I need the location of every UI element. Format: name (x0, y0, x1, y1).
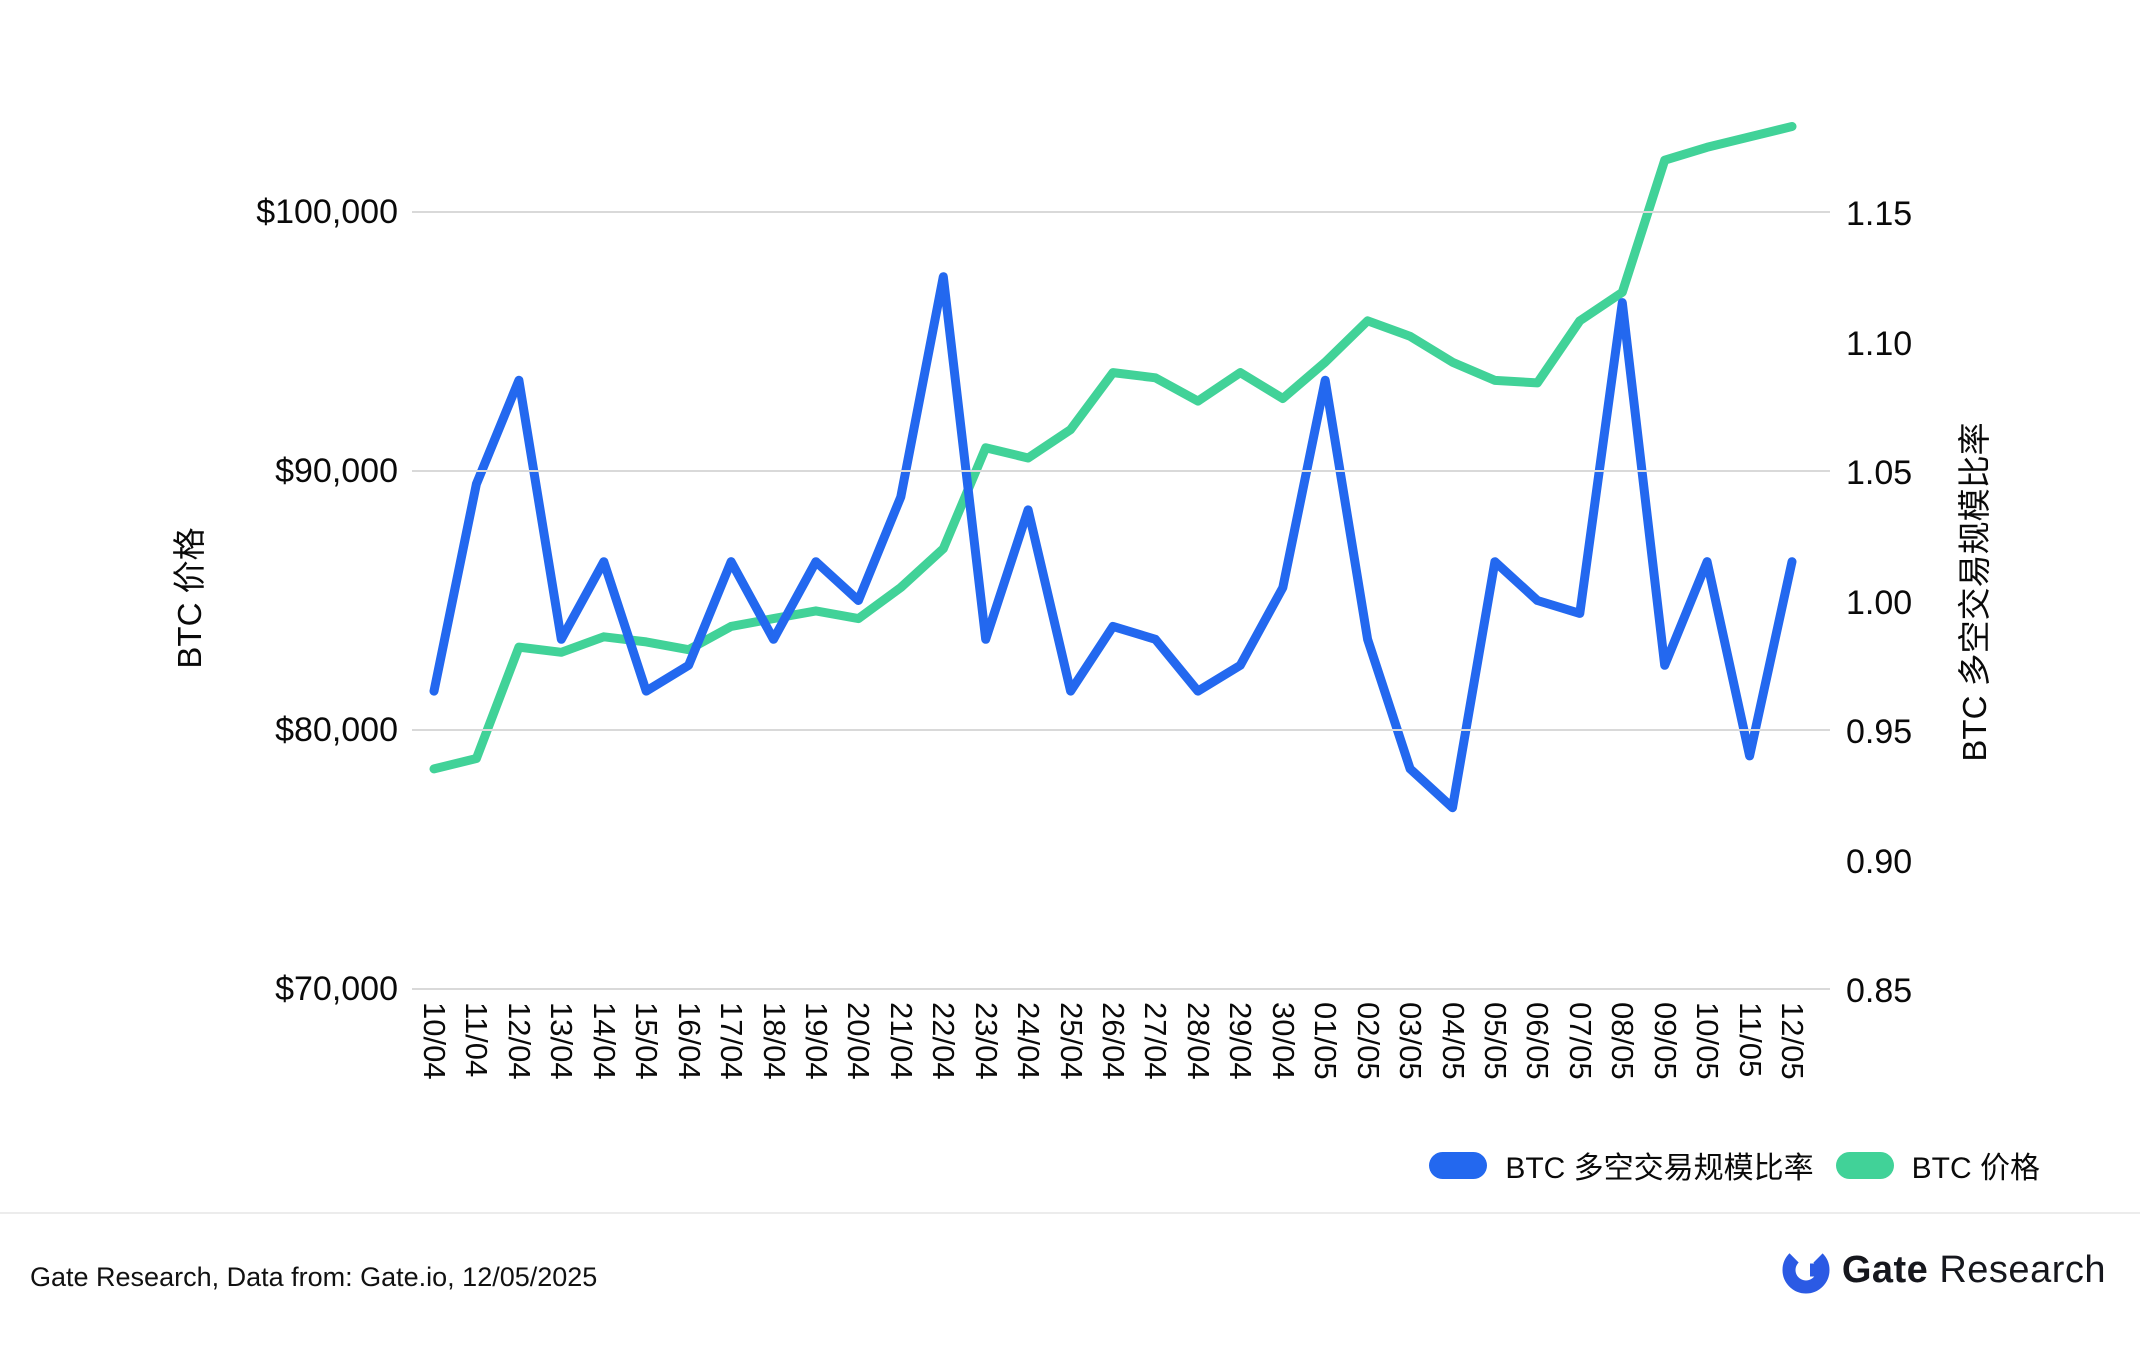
x-axis-tick-label: 28/04 (1180, 1002, 1216, 1080)
right-axis-tick-label: 1.05 (1846, 454, 1913, 492)
legend-item-ratio: BTC 多空交易规模比率 (1429, 1143, 1814, 1187)
ratio-series-label: BTC 多空交易规模比率 (1505, 1152, 1814, 1185)
x-axis-tick-label: 03/05 (1393, 1002, 1429, 1080)
gate-research-wordmark: Gate Research (1842, 1249, 2106, 1292)
right-axis-title: BTC 多空交易规模比率 (1956, 422, 1993, 762)
x-axis-tick-label: 12/05 (1775, 1002, 1810, 1080)
price-series-label: BTC 价格 (1911, 1152, 2040, 1185)
x-axis-tick-label: 23/04 (968, 1002, 1004, 1080)
x-axis-tick-label: 18/04 (756, 1002, 792, 1080)
legend: BTC 多空交易规模比率 BTC 价格 (1429, 1143, 2040, 1187)
x-axis-tick-label: 22/04 (926, 1002, 962, 1080)
price-series-swatch (1835, 1151, 1894, 1179)
right-axis-tick-label: 0.95 (1846, 713, 1913, 751)
footer-divider (0, 1212, 2140, 1214)
x-axis-tick-label: 12/04 (501, 1002, 537, 1080)
x-axis-tick-label: 07/05 (1562, 1002, 1598, 1080)
left-axis-title: BTC 价格 (171, 527, 208, 669)
x-axis-tick-label: 10/04 (417, 1002, 452, 1080)
x-axis-tick-label: 10/05 (1690, 1002, 1726, 1080)
x-axis-tick-label: 04/05 (1435, 1002, 1471, 1080)
gridline (412, 470, 1830, 472)
gridline (412, 211, 1830, 213)
right-axis-tick-label: 1.00 (1846, 583, 1913, 622)
x-axis-tick-label: 05/05 (1477, 1002, 1513, 1080)
gate-logo-icon (1782, 1246, 1830, 1294)
left-axis-tick-label: $80,000 (275, 711, 398, 749)
x-axis-tick-label: 19/04 (798, 1002, 834, 1080)
x-axis-tick-label: 29/04 (1223, 1002, 1259, 1080)
x-axis-tick-label: 06/05 (1520, 1002, 1556, 1080)
gate-research-logo: Gate Research (1782, 1246, 2106, 1294)
gridline (412, 988, 1830, 990)
left-axis-tick-label: $100,000 (256, 193, 398, 231)
x-axis-tick-label: 27/04 (1138, 1002, 1174, 1080)
x-axis-tick-label: 02/05 (1350, 1002, 1386, 1080)
x-axis-tick-label: 14/04 (586, 1002, 622, 1080)
x-axis-tick-label: 11/04 (459, 1002, 495, 1078)
x-axis-tick-label: 20/04 (841, 1002, 877, 1080)
data-source-note: Gate Research, Data from: Gate.io, 12/05… (30, 1262, 598, 1292)
x-axis-tick-label: 15/04 (629, 1002, 665, 1080)
x-axis-tick-label: 17/04 (714, 1002, 750, 1080)
right-axis-tick-label: 1.10 (1846, 324, 1913, 363)
brand-name-bold: Gate (1841, 1248, 1929, 1291)
price-line-series (429, 122, 1797, 774)
x-axis-tick-label: 16/04 (671, 1002, 707, 1080)
x-axis-tick-label: 21/04 (883, 1002, 919, 1080)
x-axis-tick-label: 24/04 (1011, 1002, 1047, 1080)
gridline (412, 729, 1830, 731)
x-axis-tick-label: 01/05 (1308, 1002, 1344, 1080)
right-axis-tick-label: 1.15 (1846, 195, 1913, 233)
right-axis-tick-label: 0.85 (1846, 972, 1913, 1010)
x-axis-tick-label: 11/05 (1732, 1002, 1768, 1078)
x-axis-tick-label: 26/04 (1096, 1002, 1131, 1080)
ratio-series-swatch (1429, 1151, 1488, 1179)
x-axis-tick-label: 25/04 (1053, 1002, 1089, 1080)
left-axis-tick-label: $70,000 (275, 970, 398, 1008)
ratio-line-series (429, 272, 1797, 813)
x-axis-tick-label: 08/05 (1605, 1002, 1641, 1080)
legend-item-price: BTC 价格 (1835, 1143, 2040, 1187)
right-axis-tick-label: 0.90 (1846, 842, 1913, 881)
x-axis-tick-label: 13/04 (544, 1002, 580, 1080)
left-axis-tick-label: $90,000 (275, 452, 398, 490)
brand-name-regular: Research (1939, 1248, 2106, 1291)
x-axis-tick-label: 30/04 (1265, 1002, 1301, 1080)
x-axis-tick-label: 09/05 (1647, 1002, 1683, 1080)
